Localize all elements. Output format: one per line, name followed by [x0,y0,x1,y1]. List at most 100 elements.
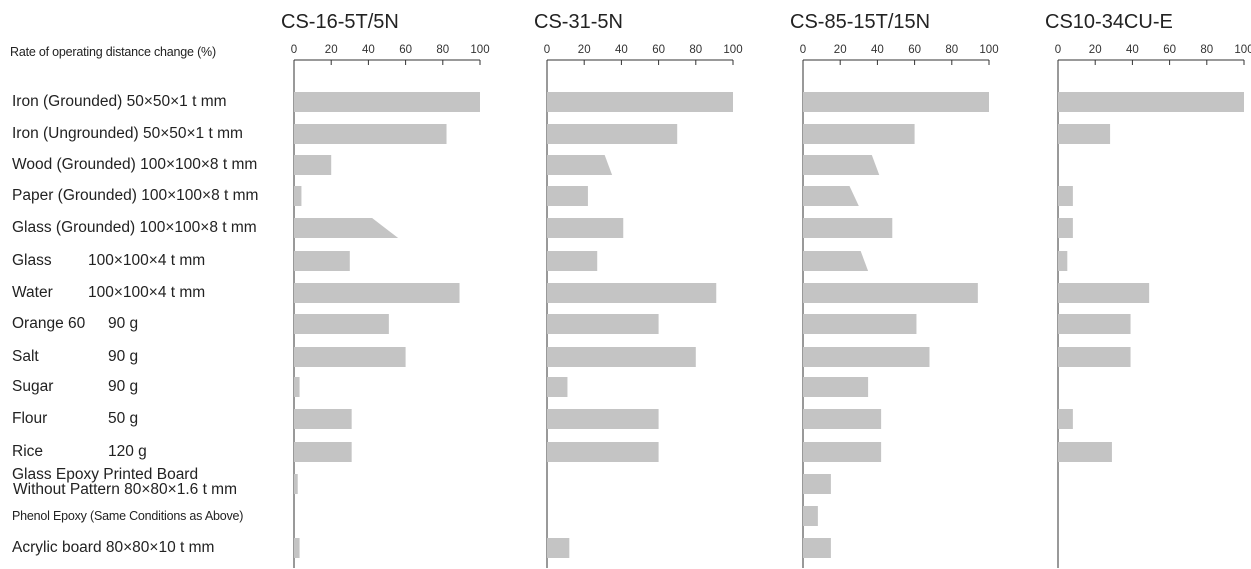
category-name: Phenol Epoxy (Same Conditions as Above) [12,509,244,523]
category-label: Glass (Grounded) 100×100×8 t mm [12,220,257,236]
category-name: Water [12,284,53,301]
tick-label: 0 [800,44,806,56]
category-label: Iron (Ungrounded) 50×50×1 t mm [12,126,243,142]
bar [547,442,659,462]
bar [294,155,332,175]
category-name: Glass (Grounded) 100×100×8 t mm [12,219,257,236]
panel-title: CS10-34CU-E [1045,11,1173,33]
bar [803,506,818,526]
bar [294,314,389,334]
category-spec: 90 g [108,315,139,332]
category-label: Glass Epoxy Printed Board Without Pattern… [12,466,237,498]
tick-label: 60 [399,44,412,56]
category-label: Glass 100×100×4 t mm [12,253,205,269]
bar [294,283,460,303]
bar [547,218,624,238]
bar [294,124,447,144]
bar [1058,251,1068,271]
bar [1058,218,1073,238]
bar [1058,124,1111,144]
category-name: Iron (Ungrounded) 50×50×1 t mm [12,125,243,142]
bar [1058,314,1131,334]
bar [547,347,696,367]
bar [1058,442,1112,462]
bar [547,251,598,271]
tick-label: 80 [436,44,449,56]
tick-label: 80 [1200,44,1213,56]
category-name: Acrylic board 80×80×10 t mm [12,539,215,556]
tick-label: 40 [871,44,884,56]
category-label: Wood (Grounded) 100×100×8 t mm [12,157,257,173]
tick-label: 20 [325,44,338,56]
bar [294,186,302,206]
bar [547,124,678,144]
bar [547,377,568,397]
category-name: Sugar [12,378,54,395]
bar [547,283,717,303]
category-label: Rice 120 g [12,443,147,460]
bar [547,409,659,429]
tick-label: 100 [470,44,489,56]
bar [547,538,570,558]
bar [547,314,659,334]
category-label: Salt 90 g [12,349,138,365]
tick-label: 80 [689,44,702,56]
category-spec: 90 g [108,378,139,395]
bar [294,409,352,429]
bar [803,347,930,367]
bar [294,92,480,112]
bar [294,474,298,494]
panel-title: CS-85-15T/15N [790,11,930,33]
bar [803,92,989,112]
category-name: Flour [12,410,48,427]
bar [294,377,300,397]
tick-label: 0 [291,44,297,56]
bar [294,538,300,558]
tick-label: 20 [1089,44,1102,56]
category-spec: 100×100×4 t mm [88,252,206,269]
category-label: Phenol Epoxy (Same Conditions as Above) [12,508,243,524]
bar [803,155,880,175]
bar [803,538,831,558]
panel-title: CS-31-5N [534,11,623,33]
bar [547,186,588,206]
tick-label: 80 [945,44,958,56]
tick-label: 0 [544,44,550,56]
bar [803,251,869,271]
bar [803,474,831,494]
bar [803,283,978,303]
bar [547,155,613,175]
bar [294,442,352,462]
category-label: Orange 60 90 g [12,315,138,332]
tick-label: 20 [578,44,591,56]
category-label: Sugar 90 g [12,378,138,395]
category-label: Water 100×100×4 t mm [12,284,205,301]
tick-label: 40 [362,44,375,56]
bar [803,218,893,238]
tick-label: 100 [723,44,742,56]
tick-label: 60 [908,44,921,56]
panel-title: CS-16-5T/5N [281,11,399,33]
category-spec: 50 g [108,410,139,427]
category-spec: 100×100×4 t mm [88,284,206,301]
category-label: Iron (Grounded) 50×50×1 t mm [12,94,227,110]
category-name: Orange 60 [12,315,86,332]
category-name: Rice [12,443,44,460]
bar [803,186,859,206]
category-spec: 90 g [108,348,139,365]
category-name: Wood (Grounded) 100×100×8 t mm [12,156,258,173]
bar [1058,92,1244,112]
tick-label: 20 [834,44,847,56]
bar [803,409,882,429]
bar [1058,283,1150,303]
tick-label: 40 [615,44,628,56]
axis-label: Rate of operating distance change (%) [10,45,216,59]
bar [294,251,350,271]
category-label: Flour 50 g [12,410,138,427]
tick-label: 60 [652,44,665,56]
tick-label: 100 [1234,44,1251,56]
bar [547,92,733,112]
category-name: Paper (Grounded) 100×100×8 t mm [12,187,259,204]
category-name: Glass Epoxy Printed Board [12,466,199,483]
